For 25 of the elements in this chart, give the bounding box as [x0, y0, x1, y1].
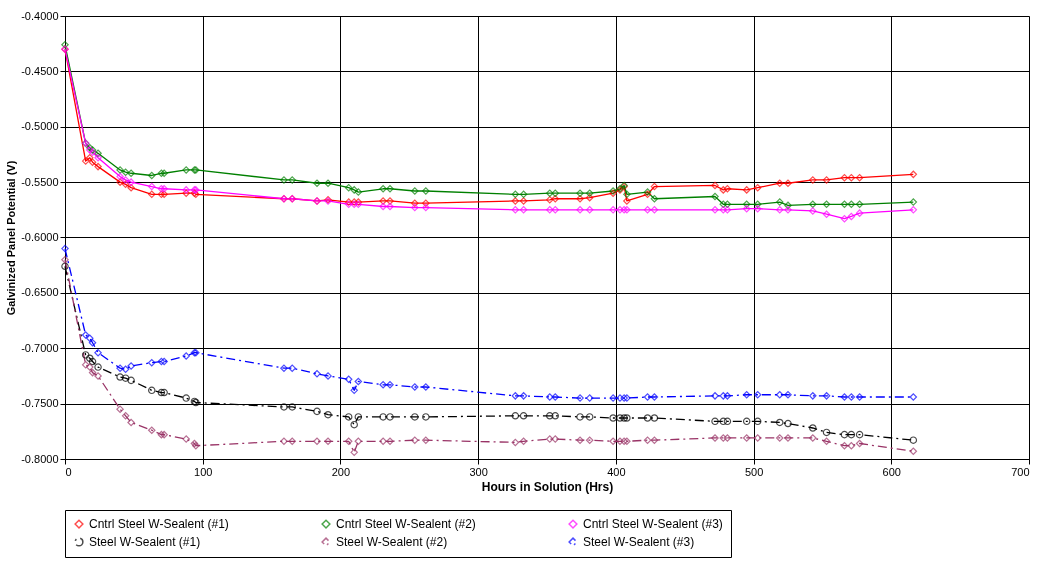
legend-label: Steel W-Sealent (#2)	[336, 535, 448, 549]
x-tick-label: 500	[744, 465, 764, 478]
legend-label: Steel W-Sealent (#3)	[583, 535, 695, 549]
y-tick-label: -0.5000	[21, 120, 59, 133]
y-tick-label: -0.7000	[21, 341, 59, 354]
y-tick-label: -0.7500	[21, 397, 59, 410]
legend-label: Cntrl Steel W-Sealent (#1)	[89, 517, 229, 532]
legend-label: Steel W-Sealent (#1)	[89, 535, 201, 549]
y-tick-label: -0.5500	[21, 175, 59, 188]
x-axis-title: Hours in Solution (Hrs)	[481, 479, 614, 494]
y-tick-label: -0.6000	[21, 231, 59, 243]
y-tick-label: -0.6500	[21, 286, 59, 299]
x-tick-label: 0	[65, 465, 72, 478]
x-tick-label: 600	[882, 465, 901, 478]
y-tick-label: -0.4000	[21, 9, 59, 22]
x-tick-label: 100	[194, 465, 213, 478]
legend-label: Cntrl Steel W-Sealent (#2)	[336, 517, 476, 532]
y-tick-label: -0.8000	[21, 452, 59, 465]
y-tick-label: -0.4500	[21, 64, 59, 77]
y-axis-title: Galvinized Panel Potential (V)	[5, 160, 18, 316]
x-tick-label: 200	[331, 465, 351, 478]
x-tick-label: 400	[607, 465, 626, 478]
legend-label: Cntrl Steel W-Sealent (#3)	[583, 517, 723, 532]
x-tick-label: 300	[469, 465, 488, 478]
x-tick-label: 700	[1011, 465, 1030, 478]
